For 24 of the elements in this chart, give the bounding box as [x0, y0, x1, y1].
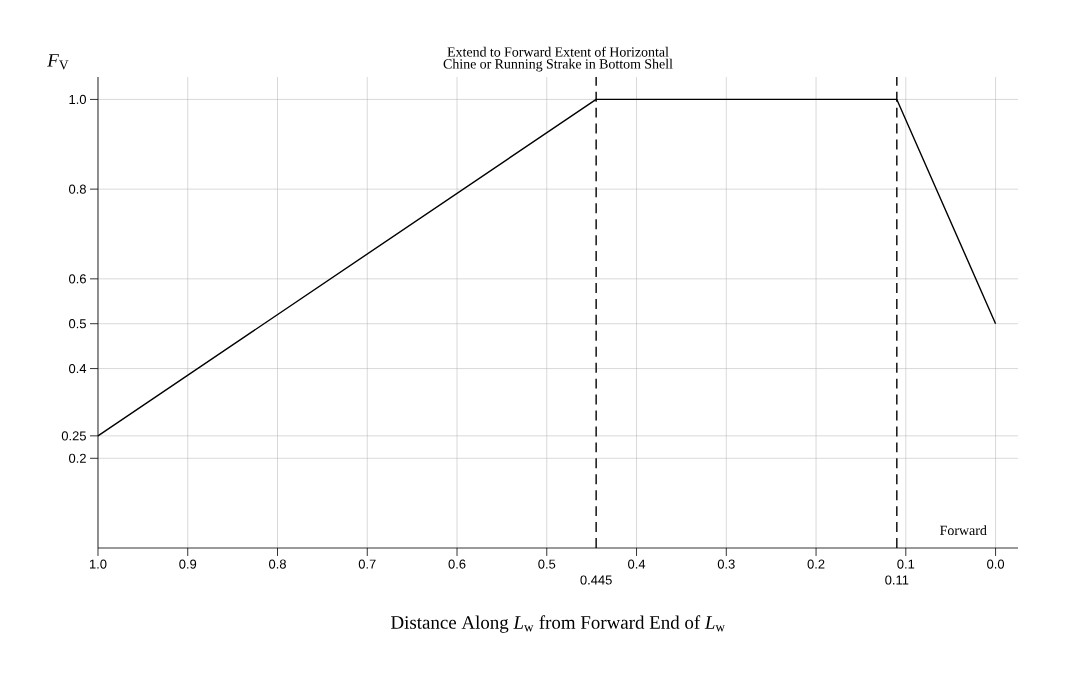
x-axis-title: Distance Along L$_{w}$ from Forward End of L$_{w}$	[391, 615, 725, 633]
x-tick-label: 0.1	[897, 559, 915, 569]
x-tick-label: 1.0	[89, 559, 107, 569]
annotation: Forward	[940, 525, 987, 536]
ref-line-label: 0.445	[580, 575, 612, 585]
y-tick-label: 0.6	[69, 274, 86, 284]
x-tick-label: 0.3	[717, 559, 735, 569]
y-tick-label: 0.5	[69, 319, 86, 329]
x-tick-label: 0.7	[358, 559, 376, 569]
x-tick-label: 0.6	[448, 559, 466, 569]
x-tick-label: 0.4	[628, 559, 646, 569]
ref-line-label: 0.11	[885, 575, 909, 585]
x-tick-label: 0.5	[538, 559, 556, 569]
x-tick-label: 0.0	[987, 559, 1005, 569]
x-tick-label: 0.2	[807, 559, 825, 569]
y-tick-label: 1.0	[69, 94, 86, 105]
x-tick-label: 0.9	[179, 559, 197, 569]
y-tick-label: 0.4	[69, 363, 87, 374]
y-tick-label: 0.2	[69, 453, 86, 463]
x-tick-label: 0.8	[269, 559, 286, 569]
y-tick-label: 0.25	[61, 431, 86, 441]
y-axis-title: F$_{V}$	[47, 54, 69, 70]
y-tick-label: 0.8	[69, 184, 86, 194]
chart-title: Extend to Forward Extent of Horizontal Chine or Running Strake in Bottom Shell	[443, 46, 673, 72]
